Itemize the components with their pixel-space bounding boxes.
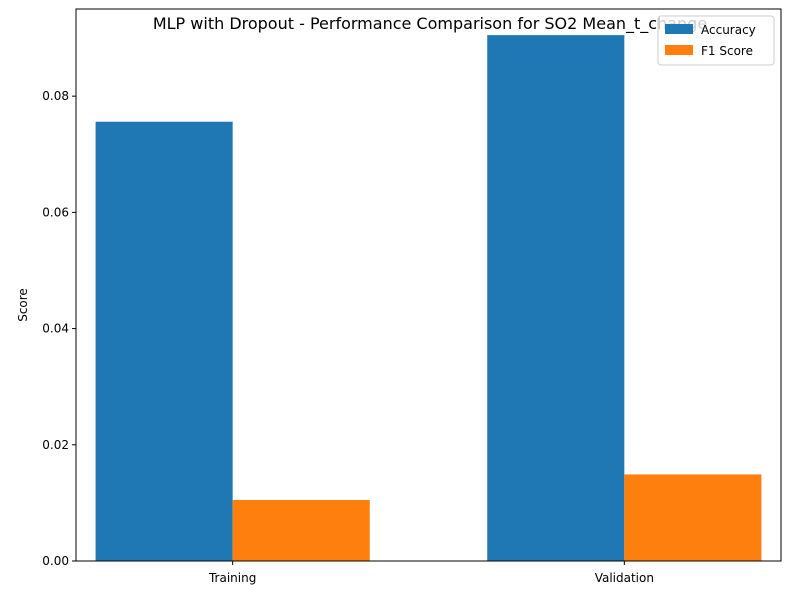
bar-f1-score-training	[232, 499, 370, 561]
chart-title: MLP with Dropout - Performance Compariso…	[153, 14, 707, 34]
bars-layer	[95, 35, 762, 562]
legend-swatch	[665, 24, 693, 34]
legend-label: Accuracy	[701, 23, 756, 37]
x-tick-label: Training	[208, 571, 256, 585]
legend-swatch	[665, 45, 693, 55]
bar-accuracy-training	[95, 121, 233, 561]
legend: Accuracy F1 Score	[657, 15, 775, 66]
y-tick-label: 0.06	[42, 205, 69, 219]
legend-label: F1 Score	[701, 44, 753, 58]
y-tick-label: 0.04	[42, 322, 69, 336]
axes-layer: 0.00 0.02 0.04 0.06 0.08 Training Validation	[42, 8, 782, 585]
y-tick-label: 0.02	[42, 438, 69, 452]
y-axis-label: Score	[16, 288, 30, 322]
y-tick-label: 0.08	[42, 89, 69, 103]
plot-frame	[75, 8, 782, 562]
y-tick-label: 0.00	[42, 554, 69, 568]
bar-accuracy-validation	[487, 35, 625, 562]
x-tick-label: Validation	[595, 571, 654, 585]
bar-f1-score-validation	[624, 474, 762, 561]
